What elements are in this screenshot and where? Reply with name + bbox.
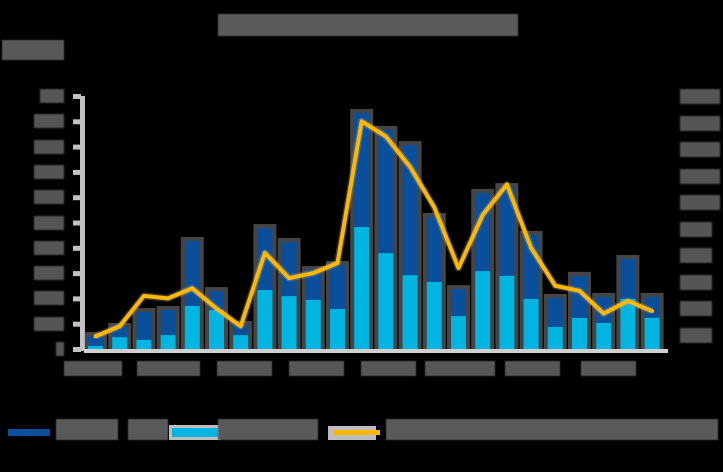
bar-segment-dark bbox=[305, 270, 321, 300]
bar-segment-dark bbox=[499, 187, 515, 276]
y-axis-tick bbox=[73, 321, 81, 327]
y-axis-tick-label bbox=[34, 164, 64, 179]
legend: [illegible] series 1 [illegible] series … bbox=[0, 416, 723, 446]
bar-segment-light bbox=[330, 309, 345, 349]
y2-axis-tick-label bbox=[680, 274, 712, 290]
y2-axis-tick-label bbox=[680, 327, 712, 343]
x-axis-tick-label: [illegible] bbox=[217, 361, 272, 376]
bar-segment-light bbox=[112, 337, 128, 349]
bar-segment-light bbox=[620, 298, 636, 349]
bar-segment-light bbox=[281, 296, 297, 349]
bar-segment-dark bbox=[281, 241, 297, 297]
x-axis-tick-label: [illegible] bbox=[361, 361, 416, 376]
bar-segment-dark bbox=[644, 296, 660, 318]
y-axis-tick bbox=[73, 220, 81, 226]
bar-segment-light bbox=[475, 271, 491, 349]
bar-segment-light bbox=[233, 335, 249, 349]
y-axis-line bbox=[80, 96, 85, 351]
bar-segment-dark bbox=[572, 275, 587, 318]
bar-segment-light bbox=[402, 275, 418, 349]
y-axis-tick bbox=[73, 347, 81, 352]
y-axis-tick bbox=[73, 94, 81, 99]
legend-swatch-dark-bar-icon bbox=[8, 429, 50, 436]
bar-segment-light bbox=[305, 299, 321, 349]
bar-segment-light bbox=[451, 316, 466, 349]
bar-segment-light bbox=[523, 298, 539, 349]
bar-segment-dark bbox=[620, 258, 636, 299]
bar-segment-light bbox=[378, 253, 394, 349]
bar-segment-dark bbox=[378, 129, 394, 254]
bar-segment-dark bbox=[160, 310, 176, 336]
bar-segment-light bbox=[354, 227, 370, 349]
y-axis-tick-label bbox=[34, 266, 64, 281]
bar-segment-light bbox=[499, 275, 515, 349]
x-axis-tick-label: [illegible] bbox=[289, 361, 344, 376]
bar-segment-light bbox=[88, 345, 103, 349]
x-axis-tick-label: [illegible] bbox=[137, 361, 200, 376]
bar-segment-light bbox=[184, 305, 200, 349]
y-axis-tick-label bbox=[40, 89, 64, 103]
y-axis-tick-label bbox=[56, 342, 64, 356]
legend-item-series-2: [illegible] series 2 bbox=[170, 416, 320, 446]
bar-segment-light bbox=[209, 310, 224, 349]
x-axis-tick-label: [illegible] bbox=[425, 361, 495, 376]
bar-segment-dark bbox=[402, 145, 418, 276]
bar-segment-light bbox=[547, 326, 563, 349]
y2-axis-tick-label bbox=[680, 301, 712, 316]
y-axis-tick-label bbox=[34, 240, 64, 255]
bar-segment-dark bbox=[112, 326, 128, 338]
y-axis-tick bbox=[73, 296, 81, 302]
x-axis-tick-label: [illegible] bbox=[64, 361, 122, 376]
legend-swatch-line-icon bbox=[334, 430, 380, 435]
bar-segment-light bbox=[257, 290, 273, 349]
bar-segment-light bbox=[426, 281, 442, 349]
y2-axis-tick-label bbox=[680, 142, 720, 157]
bar-segment-dark bbox=[596, 296, 612, 323]
bar-segment-light bbox=[136, 339, 152, 349]
bar-segment-light bbox=[596, 322, 612, 349]
line-series bbox=[93, 119, 655, 339]
x-axis-line bbox=[84, 349, 668, 353]
y2-axis-tick-label bbox=[680, 248, 712, 263]
bar-segment-dark bbox=[330, 265, 345, 310]
bar-segment-dark bbox=[547, 297, 563, 327]
y2-axis-tick-label bbox=[680, 221, 712, 237]
y2-axis-tick-label bbox=[680, 89, 720, 104]
y-axis-tick-label bbox=[34, 114, 64, 129]
y2-axis-tick-label bbox=[680, 195, 720, 210]
bar-segment-dark bbox=[136, 312, 152, 340]
y-axis-tick bbox=[73, 271, 81, 277]
y-axis-tick bbox=[73, 245, 81, 251]
y-axis-tick-label bbox=[34, 291, 64, 306]
bar-segment-dark bbox=[451, 289, 466, 317]
y-axis-tick bbox=[73, 195, 81, 201]
legend-label: [illegible] series 3 (line, right axis) bbox=[386, 419, 718, 440]
y-axis-tick bbox=[73, 144, 81, 150]
bar-segment-light bbox=[160, 335, 176, 349]
x-axis-tick-label: [illegible] bbox=[581, 361, 636, 376]
legend-label: [illegible] series 2 bbox=[218, 419, 318, 440]
bar-segment-dark bbox=[233, 324, 249, 336]
y-axis-unit-label: [illegible] bbox=[2, 40, 64, 60]
bar-segment-light bbox=[572, 317, 587, 349]
legend-label-suffix bbox=[128, 419, 168, 440]
bar-segment-dark bbox=[88, 336, 103, 346]
y2-axis-tick-label bbox=[680, 168, 720, 184]
y-axis-tick-label bbox=[34, 215, 64, 230]
legend-item-series-3: [illegible] series 3 (line, right axis) bbox=[328, 416, 720, 446]
y-axis-tick bbox=[73, 169, 81, 175]
y-axis-tick-label bbox=[34, 139, 64, 154]
legend-swatch-light-bar-icon bbox=[172, 428, 218, 437]
x-axis-tick-label: [illegible] bbox=[505, 361, 560, 376]
y2-axis-tick-label bbox=[680, 115, 720, 131]
legend-label: [illegible] series 1 bbox=[56, 419, 118, 440]
legend-item-series-1: [illegible] series 1 bbox=[8, 416, 168, 446]
y-axis-tick bbox=[73, 119, 81, 125]
y-axis-tick-label bbox=[34, 190, 64, 205]
y-axis-tick-label bbox=[34, 316, 64, 331]
bar-segment-dark bbox=[426, 216, 442, 282]
bar-segment-light bbox=[644, 317, 660, 349]
chart-title: [illegible title] bbox=[218, 14, 518, 36]
